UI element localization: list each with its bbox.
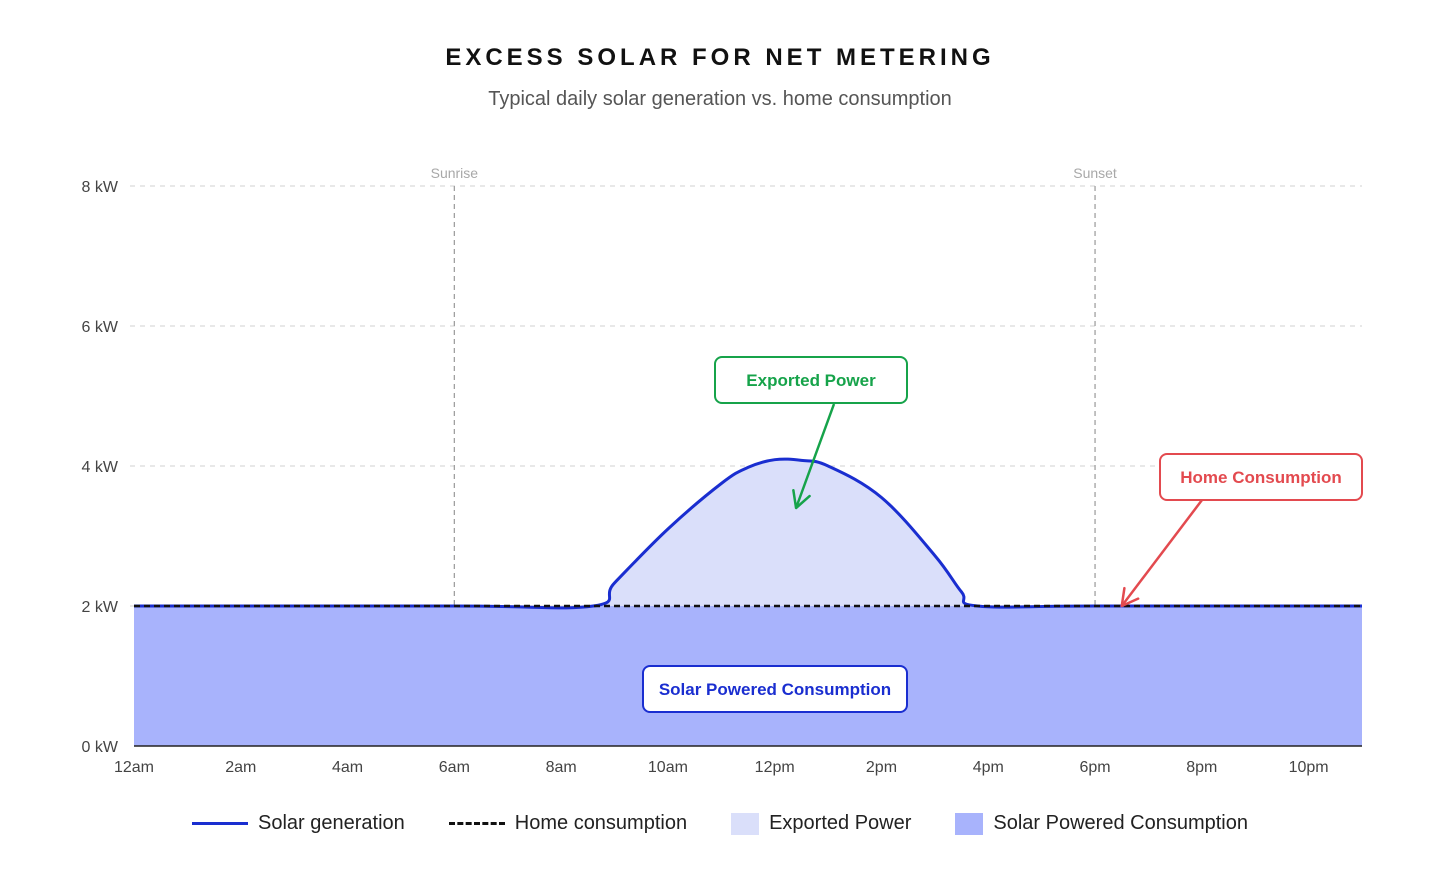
legend-label-solar-generation: Solar generation (258, 812, 405, 834)
legend-item-solar-generation: Solar generation (192, 812, 405, 835)
annotation-exported-power-box (714, 356, 908, 404)
x-tick-label: 8pm (1186, 759, 1217, 776)
x-tick-label: 4pm (973, 759, 1004, 776)
arrow-home-consumption-head (1120, 586, 1140, 608)
arrow-home-consumption-shaft (1120, 499, 1203, 607)
annotation-home-consumption-box (1159, 453, 1363, 501)
y-tick-label: 4 kW (82, 459, 119, 476)
x-tick-label: 12am (114, 759, 154, 776)
x-tick-label: 6pm (1079, 759, 1110, 776)
legend-swatch-home-consumption (448, 822, 505, 825)
legend-item-home-consumption: Home consumption (448, 812, 688, 835)
annotation-solar-powered-consumption-text: Solar Powered Consumption (659, 680, 891, 699)
chart-subtitle: Typical daily solar generation vs. home … (488, 88, 952, 110)
legend: Solar generation Home consumption Export… (0, 812, 1440, 835)
legend-swatch-solar-powered-consumption (955, 812, 984, 835)
x-tick-label: 10pm (1289, 759, 1329, 776)
chart-title: EXCESS SOLAR FOR NET METERING (445, 44, 995, 71)
x-tick-label: 12pm (755, 759, 795, 776)
arrow-exported-power-shaft (794, 403, 836, 509)
x-tick-label: 2am (225, 759, 256, 776)
marker-label-sunrise: Sunrise (431, 165, 479, 181)
area-exported-power (134, 459, 1362, 608)
x-tick-label: 2pm (866, 759, 897, 776)
marker-label-sunset: Sunset (1073, 165, 1117, 181)
legend-label-exported-power: Exported Power (769, 812, 912, 834)
legend-item-exported-power: Exported Power (731, 812, 911, 835)
y-tick-label: 6 kW (82, 319, 119, 336)
x-tick-label: 4am (332, 759, 363, 776)
y-tick-label: 2 kW (82, 599, 119, 616)
legend-swatch-solar-generation (192, 822, 248, 825)
y-tick-label: 0 kW (82, 739, 119, 756)
legend-label-home-consumption: Home consumption (514, 812, 688, 834)
annotation-solar-powered-consumption-box (642, 665, 908, 713)
legend-label-solar-powered-consumption: Solar Powered Consumption (993, 812, 1248, 834)
x-tick-label: 8am (546, 759, 577, 776)
y-tick-label: 8 kW (82, 179, 119, 196)
arrow-exported-power-head (792, 488, 811, 510)
legend-swatch-exported-power (731, 812, 760, 835)
legend-item-solar-powered-consumption: Solar Powered Consumption (955, 812, 1248, 835)
annotation-exported-power-text: Exported Power (746, 371, 876, 390)
annotation-home-consumption-text: Home Consumption (1180, 468, 1342, 487)
x-tick-label: 10am (648, 759, 688, 776)
x-tick-label: 6am (439, 759, 470, 776)
